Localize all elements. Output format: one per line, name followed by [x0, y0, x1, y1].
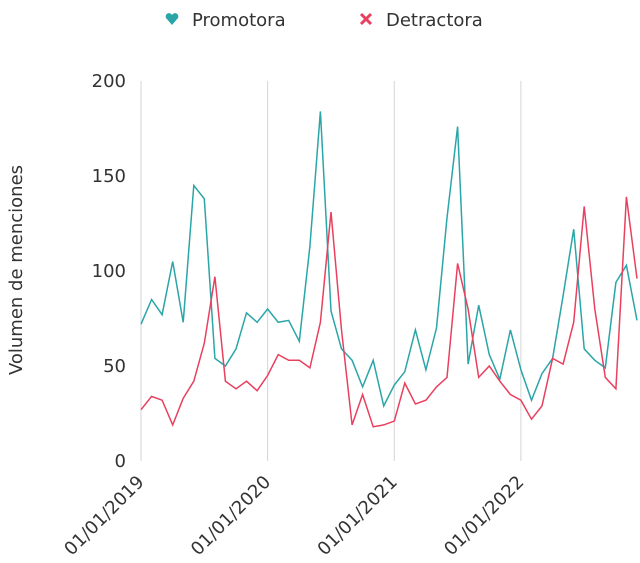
y-tick-label: 150 [92, 166, 126, 187]
legend-label: Promotora [192, 10, 286, 31]
legend-label: Detractora [386, 10, 483, 31]
series-line [140, 196, 638, 428]
x-tick-label: 01/01/2022 [440, 472, 528, 560]
y-tick-label: 50 [103, 356, 126, 377]
legend-item: Detractora [359, 10, 483, 31]
y-axis-label: Volumen de menciones [6, 165, 27, 375]
y-tick-label: 200 [92, 71, 126, 92]
x-tick-label: 01/01/2019 [60, 472, 148, 560]
legend-marker [165, 13, 179, 25]
series-line [140, 111, 638, 409]
legend-marker [359, 12, 373, 26]
x-tick-label: 01/01/2021 [314, 472, 402, 560]
y-tick-label: 0 [115, 451, 126, 472]
y-tick-label: 100 [92, 261, 126, 282]
x-tick-label: 01/01/2020 [187, 472, 275, 560]
legend-item: Promotora [165, 10, 286, 31]
